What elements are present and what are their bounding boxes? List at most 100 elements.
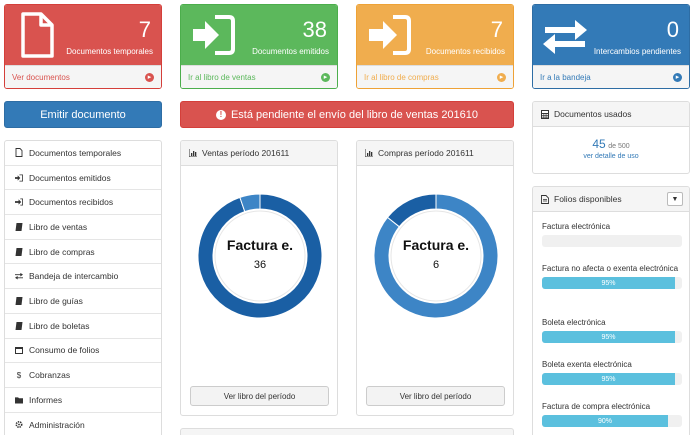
book-icon <box>15 296 23 305</box>
folio-label: Boleta electrónica <box>542 318 606 327</box>
file-icon <box>15 148 23 158</box>
sidebar-item-label[interactable]: Libro de boletas <box>29 320 90 331</box>
ventas-donut-chart <box>197 193 323 319</box>
folio-item: Factura de compra electrónica 90% <box>542 401 683 427</box>
sign-out-icon <box>193 15 235 55</box>
available-folios-panel: Folios disponibles ▼ Factura electrónica… <box>532 186 690 435</box>
folio-progress-bar: 90% <box>542 415 682 427</box>
used-panel-body: 45 de 500 ver detalle de uso <box>533 127 689 160</box>
arrow-circle-right-icon[interactable]: ▸ <box>673 73 682 82</box>
card-emitidos-link[interactable]: Ir al libro de ventas ▸ <box>181 65 337 88</box>
sidebar-menu: Documentos temporales Documentos emitido… <box>4 140 162 435</box>
sidebar-item-label[interactable]: Cobranzas <box>29 370 71 381</box>
compras-panel-header: Compras período 201611 <box>357 141 513 166</box>
sidebar-item-label[interactable]: Documentos temporales <box>29 147 122 158</box>
ventas-panel-header: Ventas período 201611 <box>181 141 337 166</box>
sidebar-item-libro-compras[interactable]: Libro de compras <box>5 240 161 265</box>
folios-panel-heading: Folios disponibles <box>541 194 622 204</box>
exclamation-circle-icon: ! <box>215 109 226 120</box>
card-temporales-link-text[interactable]: Ver documentos <box>12 73 70 82</box>
compras-view-book-button[interactable]: Ver libro del período <box>366 386 505 406</box>
folder-icon <box>15 396 23 404</box>
folio-progress-bar: 95% <box>542 277 682 289</box>
card-temporales-top: 7 Documentos temporales <box>5 5 161 65</box>
card-temporales-link[interactable]: Ver documentos ▸ <box>5 65 161 88</box>
compras-donut-chart <box>373 193 499 319</box>
folio-progress-bar: 95% <box>542 331 682 343</box>
sidebar-item-label[interactable]: Libro de ventas <box>29 221 88 232</box>
sidebar-item-libro-guias[interactable]: Libro de guías <box>5 289 161 314</box>
sidebar-item-label[interactable]: Documentos emitidos <box>29 172 111 183</box>
sidebar-item-cobranzas[interactable]: $ Cobranzas <box>5 363 161 388</box>
bar-chart-icon <box>188 149 197 158</box>
folio-progress-fill: 95% <box>542 277 675 289</box>
donut-hole <box>390 210 482 302</box>
folio-progress-fill: 95% <box>542 331 675 343</box>
dollar-icon: $ <box>16 370 22 380</box>
sidebar-item-documentos-emitidos[interactable]: Documentos emitidos <box>5 166 161 191</box>
card-recibidos-link-text[interactable]: Ir al libro de compras <box>364 73 439 82</box>
book-icon <box>15 321 23 330</box>
sidebar-item-libro-ventas[interactable]: Libro de ventas <box>5 215 161 240</box>
arrow-circle-right-icon[interactable]: ▸ <box>497 73 506 82</box>
pending-alert-text[interactable]: Está pendiente el envío del libro de ven… <box>230 108 479 121</box>
card-recibidos-label: Documentos recibidos <box>425 47 505 56</box>
sidebar-item-informes[interactable]: Informes <box>5 388 161 413</box>
sidebar-item-label[interactable]: Consumo de folios <box>29 345 100 356</box>
folio-label: Factura no afecta o exenta electrónica <box>542 264 679 273</box>
lower-panel-header <box>180 428 514 435</box>
book-icon <box>15 247 23 256</box>
used-documents-panel: Documentos usados 45 de 500 ver detalle … <box>532 101 690 174</box>
sidebar-item-documentos-temporales[interactable]: Documentos temporales <box>5 141 161 166</box>
folio-item: Boleta exenta electrónica 95% <box>542 359 683 385</box>
sidebar-item-label[interactable]: Bandeja de intercambio <box>29 271 119 282</box>
card-temporales-count: 7 <box>138 17 151 42</box>
used-panel-header: Documentos usados <box>533 102 689 127</box>
file-text-icon <box>541 195 549 204</box>
ventas-view-book-button[interactable]: Ver libro del período <box>190 386 329 406</box>
sign-in-icon <box>369 15 411 55</box>
sign-in-icon <box>15 198 23 206</box>
card-intercambios-label: Intercambios pendientes <box>593 47 681 56</box>
chevron-down-icon[interactable]: ▼ <box>671 195 679 203</box>
used-detail-link[interactable]: ver detalle de uso <box>583 153 639 160</box>
donut-slice <box>197 193 323 319</box>
sidebar-item-label[interactable]: Libro de guías <box>29 295 83 306</box>
sidebar-item-administracion[interactable]: Administración <box>5 413 161 435</box>
collapse-toggle-button[interactable]: ▼ <box>667 192 683 206</box>
card-recibidos-link[interactable]: Ir al libro de compras ▸ <box>357 65 513 88</box>
bar-chart-icon <box>364 149 373 158</box>
folios-panel-header: Folios disponibles ▼ <box>533 187 689 212</box>
folio-item: Boleta electrónica 95% <box>542 317 683 343</box>
sidebar-item-consumo-folios[interactable]: Consumo de folios <box>5 339 161 364</box>
sidebar-item-label[interactable]: Documentos recibidos <box>29 197 114 208</box>
folios-panel-title: Folios disponibles <box>554 194 622 204</box>
used-count: 45 <box>592 137 606 151</box>
pending-alert[interactable]: ! Está pendiente el envío del libro de v… <box>180 101 514 128</box>
sidebar-item-documentos-recibidos[interactable]: Documentos recibidos <box>5 190 161 216</box>
arrow-circle-right-icon[interactable]: ▸ <box>321 73 330 82</box>
folio-label: Factura electrónica <box>542 222 611 231</box>
calendar-icon <box>15 346 23 355</box>
card-intercambios-link[interactable]: Ir a la bandeja ▸ <box>533 65 689 88</box>
sidebar-item-bandeja-intercambio[interactable]: Bandeja de intercambio <box>5 264 161 290</box>
used-panel-title: Documentos usados <box>554 109 632 119</box>
compras-donut: Factura e. 6 <box>371 191 501 321</box>
card-recibidos-count: 7 <box>490 17 503 42</box>
compras-donut-label: Factura e. <box>402 237 470 253</box>
card-emitidos-link-text[interactable]: Ir al libro de ventas <box>188 73 256 82</box>
folio-item: Factura no afecta o exenta electrónica 9… <box>542 263 683 289</box>
emit-document-button[interactable]: Emitir documento <box>4 101 162 128</box>
sidebar-item-label[interactable]: Administración <box>29 419 85 430</box>
folio-label: Boleta exenta electrónica <box>542 360 632 369</box>
sidebar-item-label[interactable]: Libro de compras <box>29 246 95 257</box>
folio-progress-fill: 95% <box>542 373 675 385</box>
sidebar-item-libro-boletas[interactable]: Libro de boletas <box>5 314 161 339</box>
sidebar-item-label[interactable]: Informes <box>29 394 63 405</box>
cogs-icon <box>15 421 23 429</box>
card-intercambios-top: 0 Intercambios pendientes <box>533 5 689 65</box>
card-intercambios-link-text[interactable]: Ir a la bandeja <box>540 73 591 82</box>
arrow-circle-right-icon[interactable]: ▸ <box>145 73 154 82</box>
card-intercambios-count: 0 <box>666 17 679 42</box>
card-recibidos: 7 Documentos recibidos Ir al libro de co… <box>356 4 514 89</box>
